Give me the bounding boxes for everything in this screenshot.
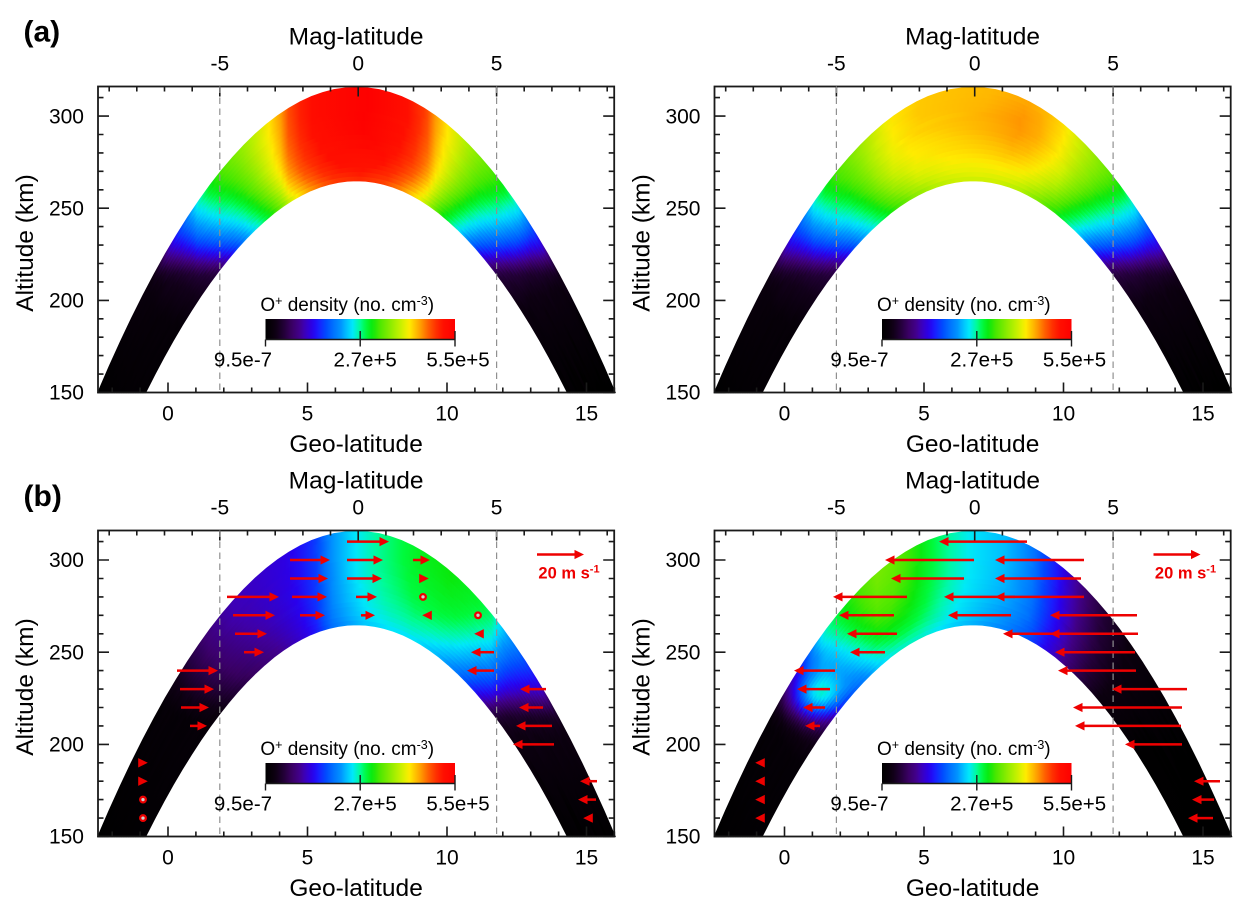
svg-text:2.7e+5: 2.7e+5	[950, 793, 1013, 816]
svg-text:9.5e-7: 9.5e-7	[830, 349, 888, 372]
svg-text:5: 5	[918, 403, 930, 426]
svg-text:200: 200	[665, 290, 700, 313]
svg-text:5: 5	[302, 403, 314, 426]
svg-text:20 m s-1: 20 m s-1	[1155, 564, 1216, 583]
svg-text:5: 5	[302, 847, 314, 870]
svg-text:250: 250	[665, 197, 700, 220]
svg-text:0: 0	[779, 847, 791, 870]
svg-text:15: 15	[1191, 847, 1214, 870]
svg-text:5: 5	[1107, 497, 1119, 520]
svg-text:O+ density (no. cm-3): O+ density (no. cm-3)	[260, 738, 434, 760]
svg-text:O+ density (no. cm-3): O+ density (no. cm-3)	[877, 738, 1051, 760]
svg-text:0: 0	[352, 497, 364, 520]
svg-text:15: 15	[575, 847, 598, 870]
svg-text:5: 5	[491, 53, 503, 76]
svg-text:(a): (a)	[24, 16, 61, 49]
svg-text:15: 15	[575, 403, 598, 426]
svg-text:Mag-latitude: Mag-latitude	[289, 468, 424, 495]
svg-text:150: 150	[665, 382, 700, 405]
svg-text:(b): (b)	[24, 480, 62, 513]
svg-text:10: 10	[1052, 847, 1075, 870]
svg-text:9.5e-7: 9.5e-7	[214, 793, 272, 816]
svg-text:250: 250	[665, 641, 700, 664]
svg-text:Geo-latitude: Geo-latitude	[906, 875, 1039, 902]
svg-text:200: 200	[49, 734, 84, 757]
svg-text:2.7e+5: 2.7e+5	[334, 349, 397, 372]
svg-text:300: 300	[49, 549, 84, 572]
svg-text:5.5e+5: 5.5e+5	[1043, 349, 1106, 372]
svg-text:0: 0	[162, 403, 174, 426]
svg-text:-5: -5	[210, 53, 229, 76]
svg-text:Altitude (km): Altitude (km)	[629, 174, 656, 312]
svg-text:5: 5	[918, 847, 930, 870]
svg-text:-5: -5	[827, 53, 846, 76]
svg-text:250: 250	[49, 197, 84, 220]
svg-text:Geo-latitude: Geo-latitude	[906, 431, 1039, 458]
svg-text:150: 150	[49, 826, 84, 849]
svg-text:300: 300	[665, 549, 700, 572]
svg-text:0: 0	[352, 53, 364, 76]
svg-text:5: 5	[491, 497, 503, 520]
svg-text:Altitude (km): Altitude (km)	[12, 618, 39, 756]
svg-text:Mag-latitude: Mag-latitude	[289, 24, 424, 51]
svg-text:5: 5	[1107, 53, 1119, 76]
svg-text:20 m s-1: 20 m s-1	[538, 564, 599, 583]
svg-text:150: 150	[665, 826, 700, 849]
svg-text:10: 10	[1052, 403, 1075, 426]
svg-text:Altitude (km): Altitude (km)	[12, 174, 39, 312]
svg-text:0: 0	[969, 53, 981, 76]
svg-text:300: 300	[665, 105, 700, 128]
svg-text:Mag-latitude: Mag-latitude	[905, 24, 1040, 51]
svg-text:Geo-latitude: Geo-latitude	[289, 875, 422, 902]
svg-text:200: 200	[665, 734, 700, 757]
svg-text:Geo-latitude: Geo-latitude	[289, 431, 422, 458]
svg-text:5.5e+5: 5.5e+5	[426, 793, 489, 816]
svg-text:2.7e+5: 2.7e+5	[950, 349, 1013, 372]
svg-text:-5: -5	[827, 497, 846, 520]
svg-text:15: 15	[1191, 403, 1214, 426]
svg-text:-5: -5	[210, 497, 229, 520]
svg-text:0: 0	[779, 403, 791, 426]
svg-text:150: 150	[49, 382, 84, 405]
svg-text:200: 200	[49, 290, 84, 313]
svg-text:5.5e+5: 5.5e+5	[426, 349, 489, 372]
svg-text:10: 10	[435, 403, 458, 426]
svg-text:Mag-latitude: Mag-latitude	[905, 468, 1040, 495]
svg-text:9.5e-7: 9.5e-7	[830, 793, 888, 816]
svg-text:9.5e-7: 9.5e-7	[214, 349, 272, 372]
svg-text:250: 250	[49, 641, 84, 664]
svg-text:0: 0	[162, 847, 174, 870]
svg-text:5.5e+5: 5.5e+5	[1043, 793, 1106, 816]
svg-text:0: 0	[969, 497, 981, 520]
svg-text:300: 300	[49, 105, 84, 128]
svg-text:2.7e+5: 2.7e+5	[334, 793, 397, 816]
svg-text:10: 10	[435, 847, 458, 870]
svg-text:O+ density (no. cm-3): O+ density (no. cm-3)	[877, 294, 1051, 316]
svg-text:Altitude (km): Altitude (km)	[629, 618, 656, 756]
svg-text:O+ density (no. cm-3): O+ density (no. cm-3)	[260, 294, 434, 316]
